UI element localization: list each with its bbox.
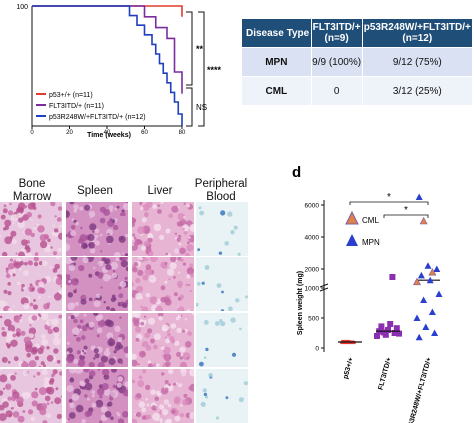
histology-header-bone-marrow: Bone Marrow [12,178,52,203]
d-point-mpn [417,271,425,279]
panel-d-sig-2: * [404,205,408,216]
x-tick-label: 60 [141,130,148,136]
d-group-label-2: p53R248W/+FLT3ITD/+ [407,357,433,423]
d-point-flt3 [380,329,387,336]
table-cell-flt3: 0 [310,76,363,106]
panel-d-legend: CML MPN [345,210,380,247]
d-point-mpn [433,265,441,272]
table-cell-double: 9/12 (75%) [361,47,474,77]
histology-image-r0-c0 [0,202,62,256]
histology-image-r1-c2 [132,257,194,311]
x-tick-label: 40 [104,130,111,136]
survival-chart: 100 0 20 40 60 80 Time (weeks) p53+/+ (n=11)… [16,4,222,139]
d-point-mpn [420,296,428,303]
y-tick-100: 100 [16,4,28,11]
d-point-mpn [413,314,421,321]
spleen-weight-chart: d Spleen weight (mg) 0 500 1000 2000 4000 600… [292,164,443,423]
d-y-tick-label: 0 [315,346,319,353]
d-point-mpn [415,333,423,341]
x-tick-label: 20 [66,130,73,136]
table-header-double: p53R248W/+FLT3ITD/+ (n=12) [361,18,474,48]
legend-mpn: MPN [362,238,380,247]
d-y-tick-label: 500 [308,316,319,323]
legend-marker-mpn [346,234,358,246]
d-point-flt3 [391,330,398,336]
histology-image-r1-c1 [66,257,128,311]
spleen-ylabel: Spleen weight (mg) [297,271,304,335]
d-point-flt3 [385,327,391,333]
table-header-flt3: FLT3ITD/+ (n=9) [310,18,363,48]
legend-p53wt: p53+/+ (n=11) [49,92,93,99]
histology-header-liver: Liver [147,185,173,197]
table-cell-type: MPN [241,47,312,77]
histology-image-r2-c1 [66,313,128,367]
histology-image-r1-c3 [196,257,248,311]
histology-image-r3-c2 [132,369,194,423]
table-cell-type: CML [241,76,312,106]
survival-legend: p53+/+ (n=11) FLT3ITD/+ (n=11) p53R248W/… [36,92,146,121]
histology-header-peripheral-blood: Peripheral Blood [194,178,248,203]
d-point-mpn [426,276,434,284]
d-point-flt3 [396,330,402,337]
d-y-tick-label: 4000 [305,235,320,242]
table-row: MPN 9/9 (100%) 9/12 (75%) [241,47,474,77]
d-point-mpn [431,329,439,336]
panel-letter-d: d [292,164,301,181]
table-cell-double: 3/12 (25%) [361,76,474,106]
d-point-mpn [428,308,436,315]
disease-type-table: Disease Type FLT3ITD/+ (n=9) p53R248W/+FL… [241,18,474,106]
legend-double: p53R248W/+FLT3ITD/+ (n=12) [49,114,146,121]
d-y-tick-label: 1000 [305,286,320,293]
panel-d-sig-1: * [387,192,391,203]
table-header-disease: Disease Type [241,18,312,48]
table-row: CML 0 3/12 (25%) [241,76,474,106]
d-point-flt3 [389,274,396,280]
x-tick-label: 0 [30,130,34,136]
histology-image-r2-c0 [0,313,62,367]
d-group-label-1: FLT3ITD/+ [377,357,392,391]
d-point-mpn [422,323,430,330]
d-point-flt3 [387,321,394,327]
histology-image-r3-c3 [196,369,248,423]
legend-flt3: FLT3ITD/+ (n=11) [49,103,104,110]
d-point-cml [412,277,422,286]
histology-image-r0-c2 [132,202,194,256]
survival-xlabel: Time (weeks) [87,132,131,139]
survival-series-line-0 [32,5,183,17]
sig-label-1: ** [196,44,204,54]
d-point-mpn [435,290,443,297]
d-point-cml [419,216,428,225]
d-y-tick-label: 2000 [305,267,320,274]
legend-marker-cml [345,210,359,225]
table-cell-flt3: 9/9 (100%) [310,47,363,77]
histology-image-r0-c3 [196,202,248,256]
d-point-flt3 [378,323,385,330]
d-point-flt3 [393,325,400,332]
survival-series-line-1 [32,5,183,94]
significance-brackets [186,11,205,127]
histology-image-r2-c3 [196,313,248,367]
legend-cml: CML [362,216,379,225]
x-tick-label: 80 [179,130,186,136]
d-point-mpn [415,193,423,200]
survival-series-line-2 [32,5,183,126]
d-group-label-0: p53+/+ [342,357,355,380]
panel-d-significance [349,201,429,218]
histology-image-r3-c0 [0,369,62,423]
d-point-flt3 [374,333,380,339]
histology-image-r1-c0 [0,257,62,311]
histology-image-r2-c2 [132,313,194,367]
histology-image-r0-c1 [66,202,128,256]
sig-label-3: NS [196,103,207,112]
histology-header-spleen: Spleen [77,185,113,197]
axis-break [319,283,329,292]
sig-label-2: **** [207,65,222,75]
d-point-cml [428,268,437,276]
d-y-tick-label: 6000 [305,203,320,210]
histology-image-r3-c1 [66,369,128,423]
d-point-mpn [424,262,432,269]
